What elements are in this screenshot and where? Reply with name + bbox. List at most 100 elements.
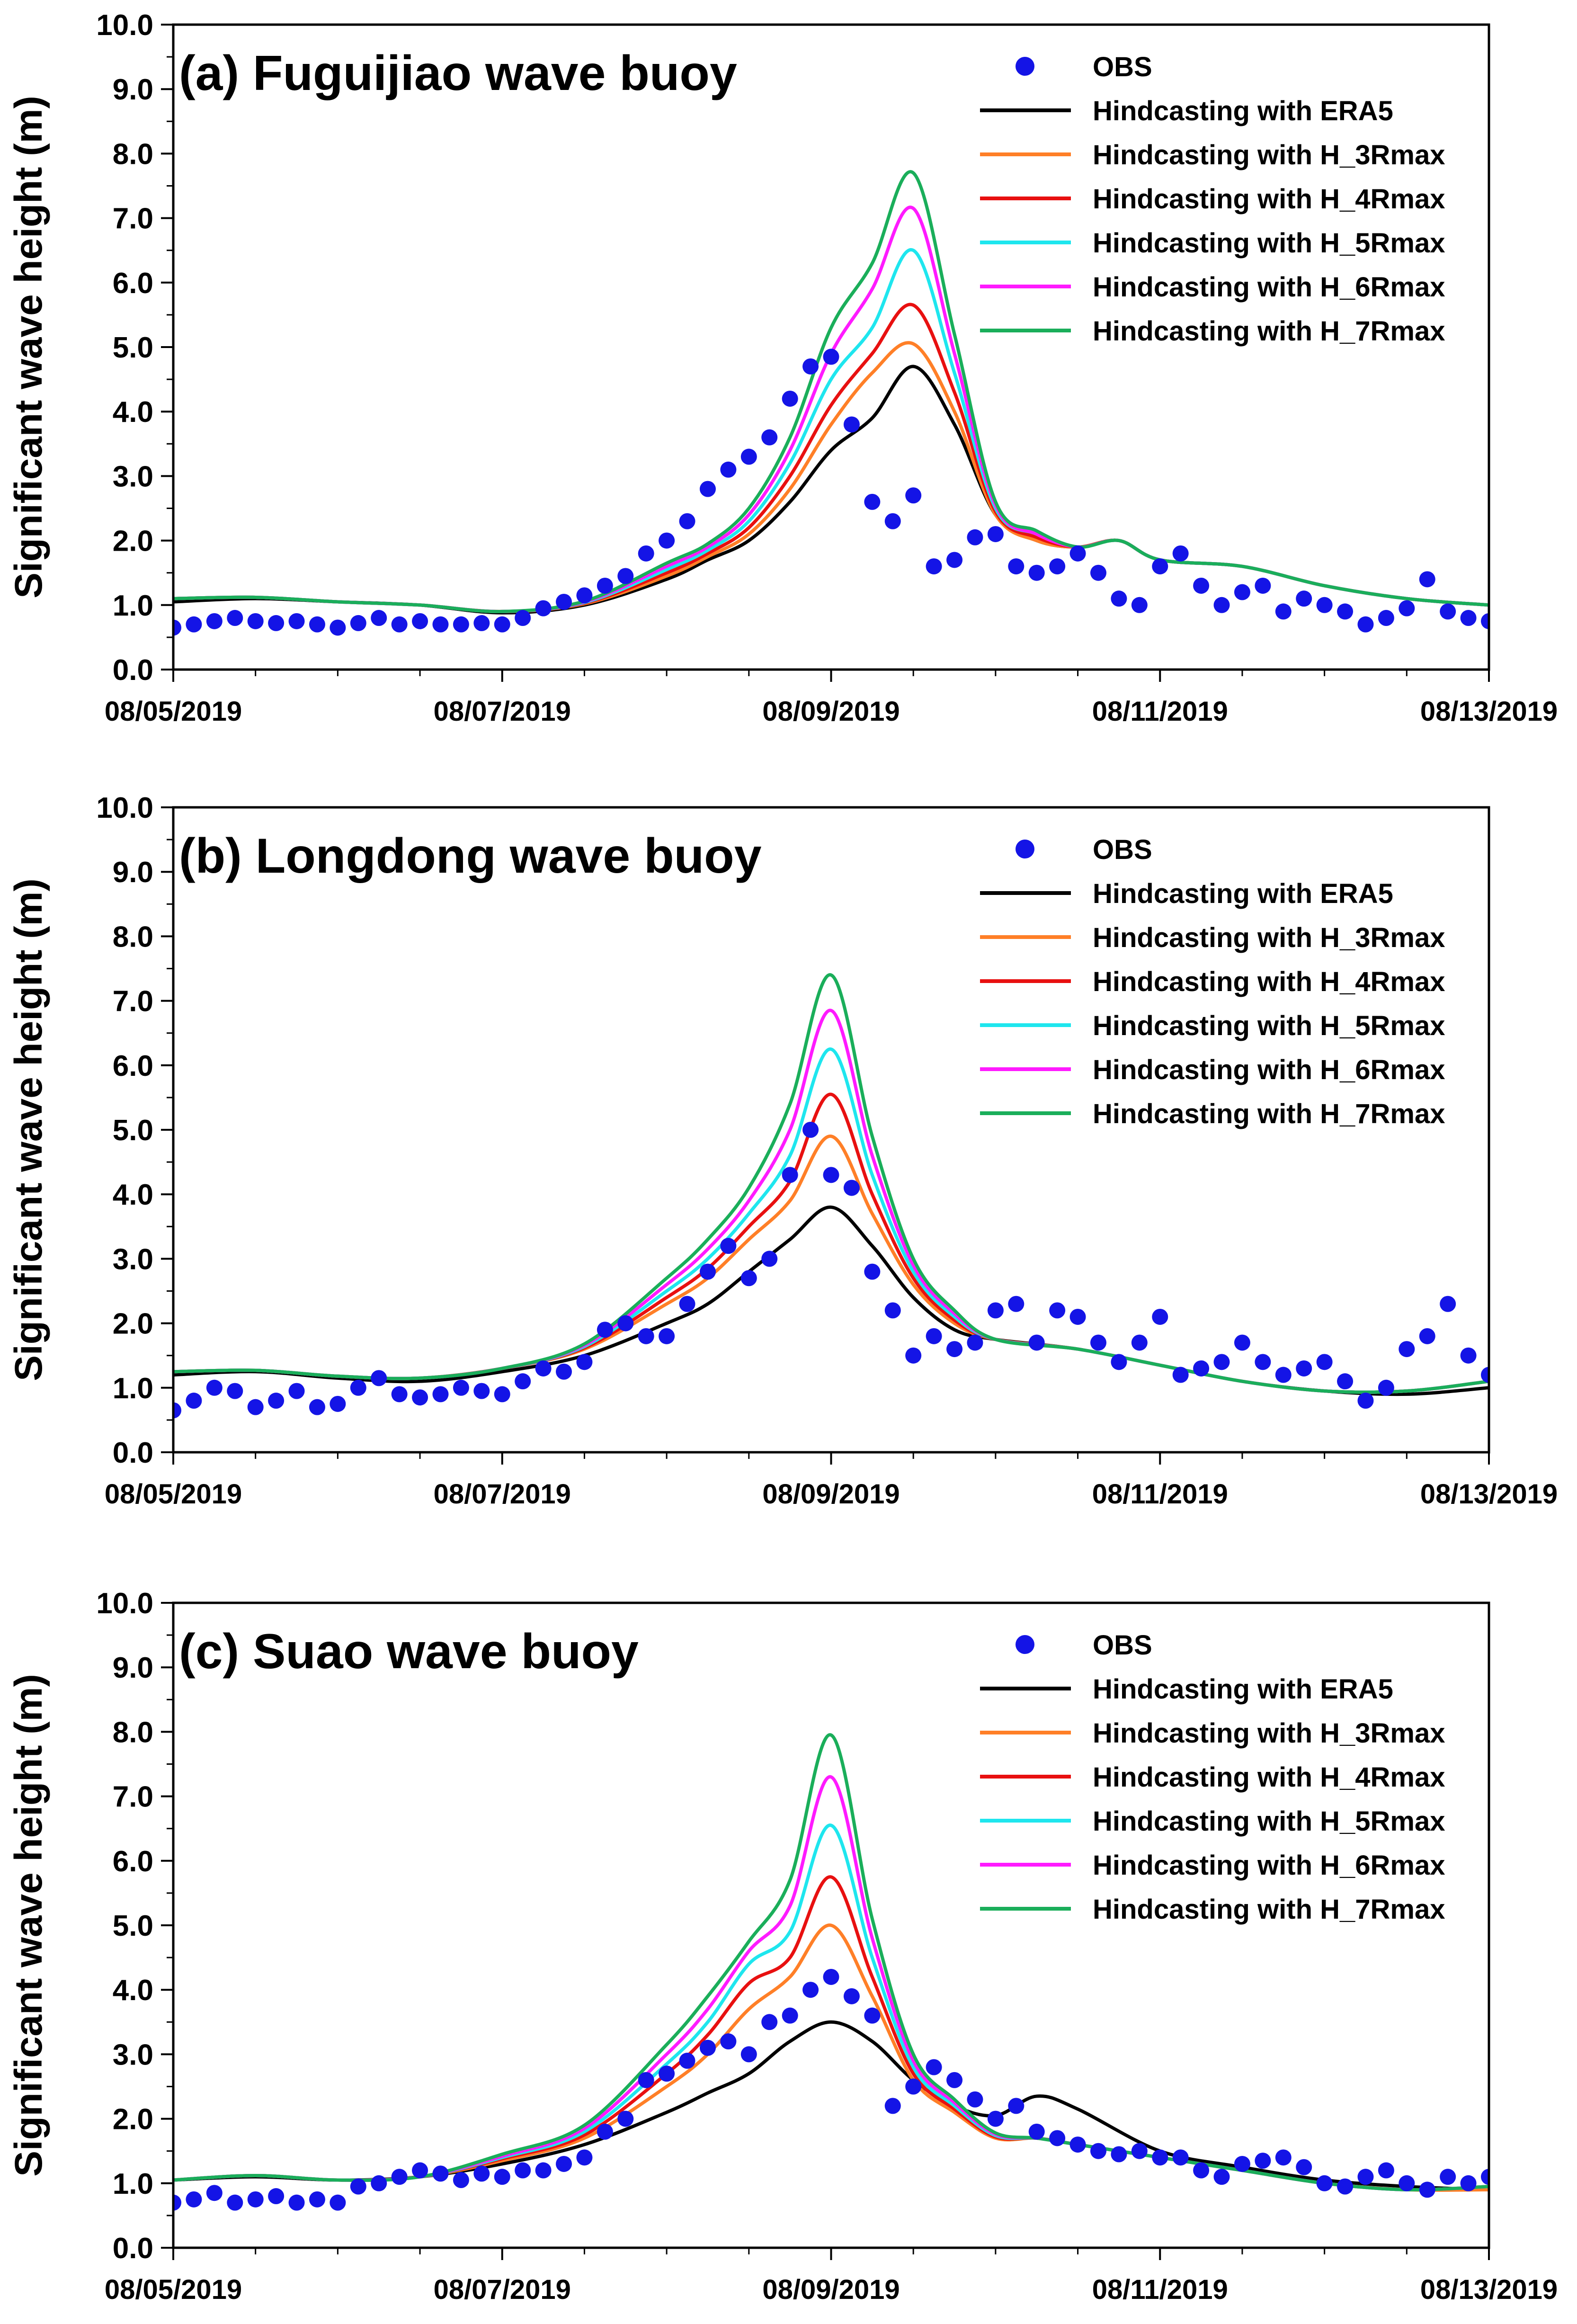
- obs-point: [597, 2123, 613, 2140]
- obs-point: [1275, 2149, 1292, 2166]
- y-tick-label: 9.0: [113, 73, 153, 106]
- obs-point: [412, 1389, 428, 1406]
- chart-title: (b) Longdong wave buoy: [179, 829, 762, 884]
- obs-point: [1008, 558, 1025, 575]
- obs-point: [1111, 2146, 1127, 2163]
- legend-label: Hindcasting with ERA5: [1093, 96, 1393, 126]
- obs-point: [597, 577, 613, 594]
- obs-point: [905, 1347, 922, 1364]
- obs-point: [576, 587, 593, 604]
- obs-point: [987, 2110, 1004, 2127]
- obs-point: [473, 615, 490, 631]
- obs-point: [515, 610, 531, 626]
- obs-point: [288, 2194, 305, 2211]
- legend-label: Hindcasting with H_5Rmax: [1093, 228, 1445, 259]
- obs-point: [1460, 2175, 1477, 2191]
- obs-point: [453, 1379, 469, 1396]
- obs-point: [1152, 1308, 1168, 1325]
- obs-point: [761, 429, 778, 446]
- obs-point: [227, 610, 243, 626]
- obs-point: [699, 1263, 716, 1280]
- obs-point: [206, 613, 223, 629]
- obs-point: [720, 2033, 737, 2050]
- obs-point: [740, 448, 757, 465]
- obs-point: [699, 2039, 716, 2056]
- obs-point: [186, 2191, 202, 2208]
- obs-point: [926, 2059, 942, 2075]
- legend-label: Hindcasting with H_7Rmax: [1093, 1894, 1445, 1925]
- y-tick-label: 6.0: [113, 1845, 153, 1878]
- plot-frame: [172, 23, 1490, 671]
- y-tick-label: 4.0: [113, 396, 153, 429]
- obs-point: [268, 1393, 285, 1409]
- plot-frame: [172, 806, 1490, 1454]
- legend-label: OBS: [1093, 1630, 1152, 1661]
- obs-point: [1481, 613, 1489, 629]
- y-tick-label: 4.0: [113, 1974, 153, 2007]
- obs-point: [1152, 2149, 1168, 2166]
- obs-point: [1337, 1373, 1354, 1390]
- series-line-hindcasting-with-h-7rmax: [173, 170, 1489, 614]
- x-tick-label: 08/07/2019: [434, 1479, 571, 1510]
- obs-point: [1275, 1367, 1292, 1383]
- obs-point: [1193, 2162, 1210, 2179]
- legend-label: Hindcasting with H_5Rmax: [1093, 1806, 1445, 1837]
- obs-point: [802, 358, 819, 375]
- obs-point: [720, 461, 737, 478]
- obs-point: [967, 2091, 983, 2108]
- y-tick-label: 1.0: [113, 2168, 153, 2200]
- obs-point: [1069, 545, 1086, 562]
- obs-point: [1399, 600, 1415, 617]
- series-line-hindcasting-with-h-7rmax: [173, 973, 1489, 1394]
- x-tick-label: 08/05/2019: [105, 696, 242, 727]
- obs-point: [1357, 616, 1374, 633]
- obs-point: [1172, 2149, 1189, 2166]
- obs-point: [659, 532, 675, 549]
- charts-layer: 0.0 1.0 2.0 3.0 4.0 5.0 6.0 7.0 8.0 9.0 10.0 08/05/…: [7, 9, 1558, 2305]
- obs-point: [1296, 2159, 1312, 2175]
- y-axis-label: Significant wave height (m): [7, 96, 50, 599]
- y-tick-label: 2.0: [113, 2103, 153, 2136]
- obs-point: [1481, 2169, 1489, 2185]
- legend: OBS Hindcasting with ERA5 Hindcasting with…: [980, 52, 1445, 347]
- legend-swatch-obs: [1016, 1635, 1034, 1654]
- obs-point: [556, 593, 572, 610]
- obs-point: [987, 526, 1004, 542]
- obs-point: [1316, 597, 1333, 613]
- obs-point: [1172, 545, 1189, 562]
- y-tick-label: 2.0: [113, 525, 153, 558]
- obs-point: [1399, 1341, 1415, 1358]
- obs-point: [576, 1354, 593, 1370]
- obs-point: [173, 1402, 181, 1419]
- chart-title: (a) Fuguijiao wave buoy: [179, 46, 737, 101]
- obs-point: [556, 2155, 572, 2172]
- obs-point: [823, 1968, 839, 1985]
- obs-point: [268, 2188, 285, 2205]
- obs-point: [638, 545, 654, 562]
- obs-point: [1255, 577, 1271, 594]
- obs-point: [864, 1263, 881, 1280]
- obs-point: [1213, 2169, 1230, 2185]
- obs-point: [1193, 1360, 1210, 1377]
- obs-point: [1008, 1296, 1025, 1312]
- obs-point: [1460, 1347, 1477, 1364]
- obs-point: [309, 1399, 325, 1415]
- obs-point: [309, 2191, 325, 2208]
- x-tick-label: 08/13/2019: [1420, 696, 1558, 727]
- y-tick-label: 3.0: [113, 460, 153, 493]
- y-tick-label: 9.0: [113, 856, 153, 889]
- obs-point: [699, 481, 716, 497]
- x-tick-label: 08/11/2019: [1092, 2274, 1228, 2305]
- obs-point: [453, 2172, 469, 2188]
- obs-point: [247, 2191, 264, 2208]
- obs-point: [350, 2178, 366, 2195]
- obs-point: [802, 1122, 819, 1138]
- y-tick-label: 9.0: [113, 1652, 153, 1684]
- obs-point: [206, 2185, 223, 2201]
- obs-point: [1357, 1393, 1374, 1409]
- obs-point: [946, 2072, 963, 2088]
- obs-point: [453, 616, 469, 633]
- y-tick-label: 5.0: [113, 331, 153, 364]
- obs-point: [1419, 571, 1435, 588]
